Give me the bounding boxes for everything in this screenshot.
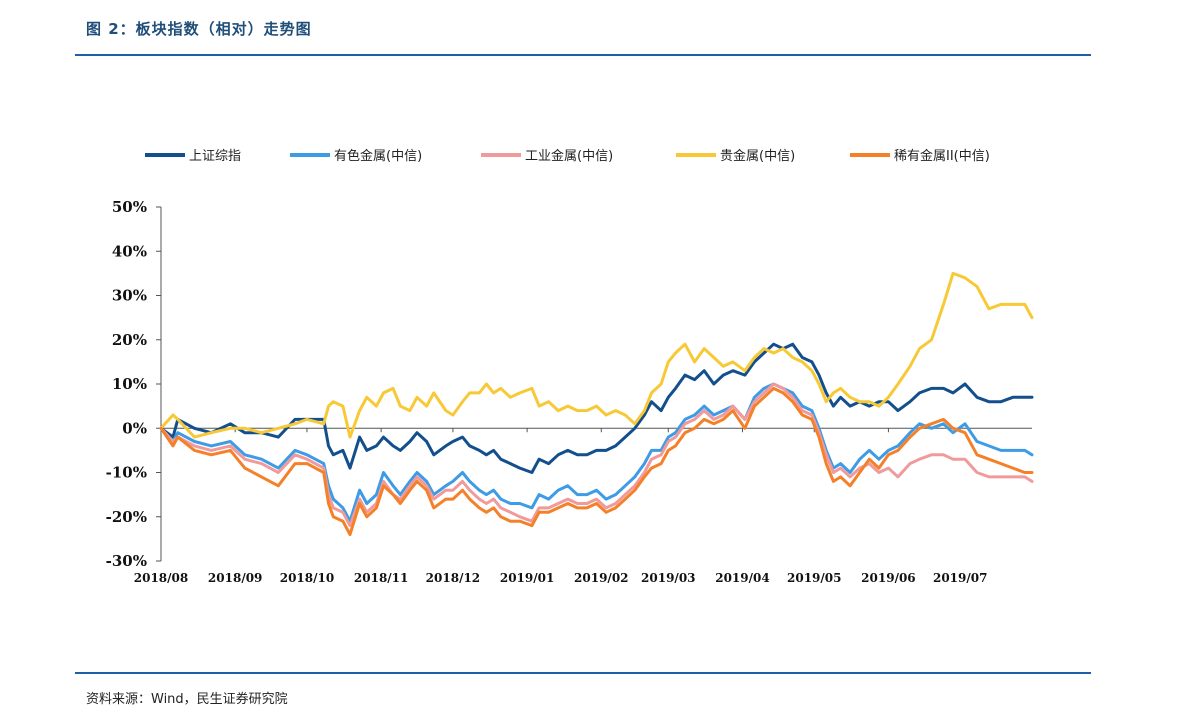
y-tick-label: 40% bbox=[112, 242, 147, 260]
x-tick-label: 2019/02 bbox=[574, 571, 628, 585]
y-tick-label: -10% bbox=[106, 464, 147, 482]
y-tick-label: 0% bbox=[122, 419, 147, 437]
y-tick-label: 30% bbox=[112, 287, 147, 305]
legend-label-5: 稀有金属II(中信) bbox=[894, 148, 990, 164]
legend-label-4: 贵金属(中信) bbox=[720, 148, 795, 164]
x-tick-label: 2018/08 bbox=[134, 571, 188, 585]
x-tick-label: 2019/04 bbox=[715, 571, 769, 585]
legend-label-2: 有色金属(中信) bbox=[334, 148, 422, 164]
figure-title: 图 2：板块指数（相对）走势图 bbox=[86, 20, 312, 38]
footer-rule bbox=[75, 672, 1091, 674]
header-rule bbox=[75, 54, 1091, 56]
x-tick-label: 2019/01 bbox=[500, 571, 554, 585]
series-group bbox=[159, 271, 1034, 536]
x-tick-label: 2018/10 bbox=[280, 571, 334, 585]
legend-label-3: 工业金属(中信) bbox=[525, 148, 613, 164]
y-tick-label: 10% bbox=[112, 375, 147, 393]
legend: 上证综指 有色金属(中信) 工业金属(中信) 贵金属(中信) 稀有金属II(中信) bbox=[145, 148, 990, 164]
legend-label-1: 上证综指 bbox=[189, 149, 241, 164]
x-tick-label: 2019/03 bbox=[641, 571, 695, 585]
x-tick-label: 2019/07 bbox=[933, 571, 987, 585]
x-tick-label: 2018/11 bbox=[354, 571, 408, 585]
series-line-2 bbox=[159, 382, 1034, 523]
x-tick-label: 2019/05 bbox=[787, 571, 841, 585]
y-tick-label: 20% bbox=[112, 331, 147, 349]
y-tick-label: -30% bbox=[106, 552, 147, 570]
x-axis: 2018/08 2018/09 2018/10 2018/11 2018/12 2019/… bbox=[134, 427, 1032, 585]
series-line-5 bbox=[159, 386, 1034, 536]
y-tick-label: -20% bbox=[106, 508, 147, 526]
source-note: 资料来源：Wind，民生证券研究院 bbox=[86, 692, 288, 707]
x-tick-label: 2018/12 bbox=[426, 571, 480, 585]
x-tick-label: 2018/09 bbox=[208, 571, 262, 585]
y-axis: 50% 40% 30% 20% 10% 0% -10% -20% -30% bbox=[106, 198, 162, 570]
x-tick-label: 2019/06 bbox=[861, 571, 915, 585]
series-line-3 bbox=[159, 382, 1034, 528]
series-line-4 bbox=[159, 271, 1034, 439]
y-tick-label: 50% bbox=[112, 198, 147, 216]
